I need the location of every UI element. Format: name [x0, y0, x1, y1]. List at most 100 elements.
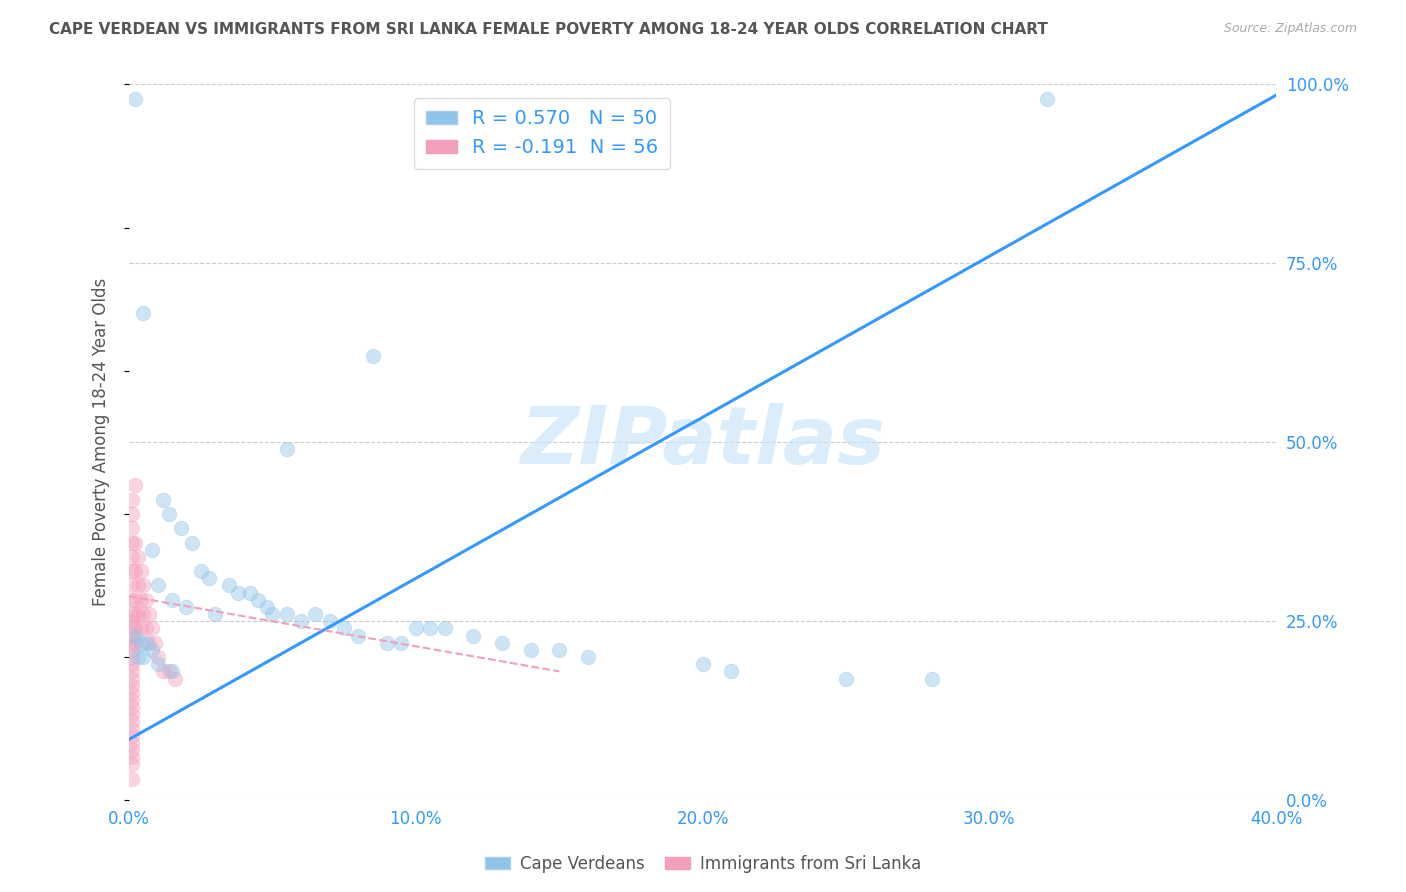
Point	[176, 599, 198, 614]
Point	[141, 622, 163, 636]
Point	[548, 643, 571, 657]
Point	[121, 650, 143, 665]
Point	[519, 643, 541, 657]
Point	[143, 636, 166, 650]
Point	[127, 578, 149, 592]
Point	[121, 679, 143, 693]
Point	[124, 629, 146, 643]
Point	[138, 636, 160, 650]
Text: CAPE VERDEAN VS IMMIGRANTS FROM SRI LANKA FEMALE POVERTY AMONG 18-24 YEAR OLDS C: CAPE VERDEAN VS IMMIGRANTS FROM SRI LANK…	[49, 22, 1047, 37]
Point	[124, 478, 146, 492]
Point	[127, 650, 149, 665]
Y-axis label: Female Poverty Among 18-24 Year Olds: Female Poverty Among 18-24 Year Olds	[93, 278, 110, 607]
Point	[121, 507, 143, 521]
Point	[146, 657, 169, 672]
Point	[375, 636, 398, 650]
Point	[129, 636, 152, 650]
Point	[433, 622, 456, 636]
Point	[247, 592, 270, 607]
Text: Source: ZipAtlas.com: Source: ZipAtlas.com	[1223, 22, 1357, 36]
Point	[347, 629, 370, 643]
Point	[198, 571, 221, 585]
Point	[138, 607, 160, 621]
Point	[121, 743, 143, 757]
Point	[124, 622, 146, 636]
Point	[262, 607, 284, 621]
Point	[132, 306, 155, 320]
Point	[124, 535, 146, 549]
Legend: R = 0.570   N = 50, R = -0.191  N = 56: R = 0.570 N = 50, R = -0.191 N = 56	[413, 98, 671, 169]
Point	[141, 643, 163, 657]
Point	[692, 657, 714, 672]
Point	[121, 700, 143, 714]
Point	[141, 542, 163, 557]
Point	[121, 750, 143, 764]
Point	[256, 599, 278, 614]
Point	[121, 614, 143, 628]
Point	[121, 722, 143, 736]
Point	[835, 672, 858, 686]
Point	[121, 729, 143, 743]
Point	[121, 665, 143, 679]
Point	[121, 643, 143, 657]
Point	[121, 657, 143, 672]
Point	[121, 578, 143, 592]
Point	[218, 578, 240, 592]
Point	[304, 607, 326, 621]
Point	[361, 350, 384, 364]
Point	[463, 629, 485, 643]
Point	[135, 592, 157, 607]
Point	[276, 607, 298, 621]
Point	[160, 592, 183, 607]
Point	[276, 442, 298, 457]
Point	[181, 535, 204, 549]
Point	[132, 607, 155, 621]
Point	[170, 521, 193, 535]
Point	[124, 92, 146, 106]
Point	[121, 622, 143, 636]
Point	[576, 650, 599, 665]
Point	[121, 492, 143, 507]
Point	[124, 592, 146, 607]
Point	[121, 714, 143, 729]
Point	[121, 564, 143, 578]
Point	[720, 665, 742, 679]
Point	[146, 578, 169, 592]
Point	[121, 629, 143, 643]
Point	[405, 622, 427, 636]
Point	[146, 650, 169, 665]
Point	[160, 665, 183, 679]
Point	[163, 672, 186, 686]
Point	[238, 585, 260, 599]
Point	[121, 535, 143, 549]
Point	[319, 614, 342, 628]
Point	[121, 707, 143, 722]
Point	[157, 665, 180, 679]
Point	[1035, 92, 1057, 106]
Point	[121, 607, 143, 621]
Point	[121, 693, 143, 707]
Point	[121, 757, 143, 772]
Point	[132, 578, 155, 592]
Point	[121, 772, 143, 786]
Point	[921, 672, 943, 686]
Point	[226, 585, 249, 599]
Point	[190, 564, 212, 578]
Point	[121, 636, 143, 650]
Point	[129, 564, 152, 578]
Point	[124, 564, 146, 578]
Point	[121, 736, 143, 750]
Point	[121, 592, 143, 607]
Point	[290, 614, 312, 628]
Point	[121, 521, 143, 535]
Legend: Cape Verdeans, Immigrants from Sri Lanka: Cape Verdeans, Immigrants from Sri Lanka	[478, 848, 928, 880]
Point	[124, 636, 146, 650]
Point	[129, 592, 152, 607]
Point	[152, 665, 174, 679]
Point	[391, 636, 413, 650]
Text: ZIPatlas: ZIPatlas	[520, 403, 886, 482]
Point	[135, 636, 157, 650]
Point	[419, 622, 441, 636]
Point	[121, 549, 143, 564]
Point	[129, 622, 152, 636]
